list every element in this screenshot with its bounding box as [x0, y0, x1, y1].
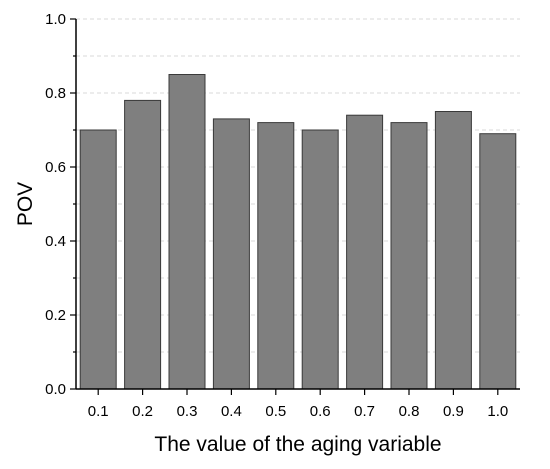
y-axis-ticks: 0.0 0.2 0.4 0.6 0.8 1.0 [45, 11, 76, 398]
y-tick-label: 0.8 [45, 85, 66, 102]
x-tick-label: 0.3 [177, 403, 198, 420]
bar [434, 111, 472, 390]
x-tick-label: 0.6 [310, 403, 331, 420]
bar [79, 129, 117, 390]
y-tick-label: 1.0 [45, 11, 66, 28]
x-tick-label: 0.7 [354, 403, 375, 420]
bar [257, 122, 295, 390]
bar [124, 99, 162, 390]
x-tick-label: 0.8 [399, 403, 420, 420]
x-axis-title: The value of the aging variable [154, 433, 441, 456]
bar [168, 74, 206, 390]
bar [479, 133, 517, 390]
y-tick-label: 0.2 [45, 307, 66, 324]
x-tick-label: 0.1 [88, 403, 109, 420]
y-axis-title: POV [14, 182, 37, 226]
y-tick-label: 0.4 [45, 233, 66, 250]
y-tick-label: 0.0 [45, 381, 66, 398]
x-tick-label: 1.0 [487, 403, 508, 420]
x-axis-ticks: 0.1 0.2 0.3 0.4 0.5 0.6 0.7 0.8 0.9 1.0 [88, 389, 508, 420]
bar [346, 114, 384, 390]
y-tick-label: 0.6 [45, 159, 66, 176]
bar [212, 118, 250, 390]
bar [390, 122, 428, 390]
x-tick-label: 0.9 [443, 403, 464, 420]
x-tick-label: 0.4 [221, 403, 242, 420]
bar-series [79, 74, 517, 390]
bar [301, 129, 339, 390]
x-tick-label: 0.2 [132, 403, 153, 420]
x-tick-label: 0.5 [265, 403, 286, 420]
